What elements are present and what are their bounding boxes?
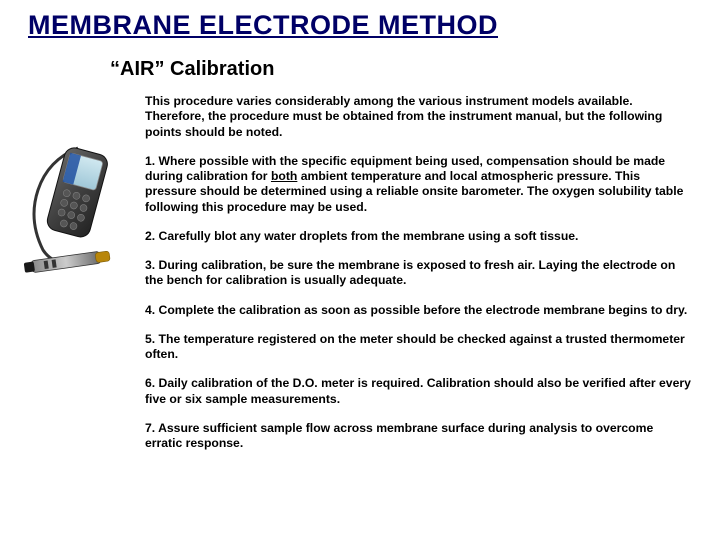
point-1: 1. Where possible with the specific equi… — [145, 154, 693, 215]
device-photo — [18, 140, 136, 285]
subtitle: “AIR” Calibration — [110, 58, 274, 81]
point-5: 5. The temperature registered on the met… — [145, 332, 693, 363]
point-6: 6. Daily calibration of the D.O. meter i… — [145, 376, 693, 407]
body-content: This procedure varies considerably among… — [145, 94, 693, 465]
intro-paragraph: This procedure varies considerably among… — [145, 94, 693, 140]
point-1-underline: both — [271, 169, 297, 183]
page-title: MEMBRANE ELECTRODE METHOD — [28, 10, 498, 41]
point-4: 4. Complete the calibration as soon as p… — [145, 303, 693, 318]
point-7: 7. Assure sufficient sample flow across … — [145, 421, 693, 452]
point-2: 2. Carefully blot any water droplets fro… — [145, 229, 693, 244]
point-3: 3. During calibration, be sure the membr… — [145, 258, 693, 289]
